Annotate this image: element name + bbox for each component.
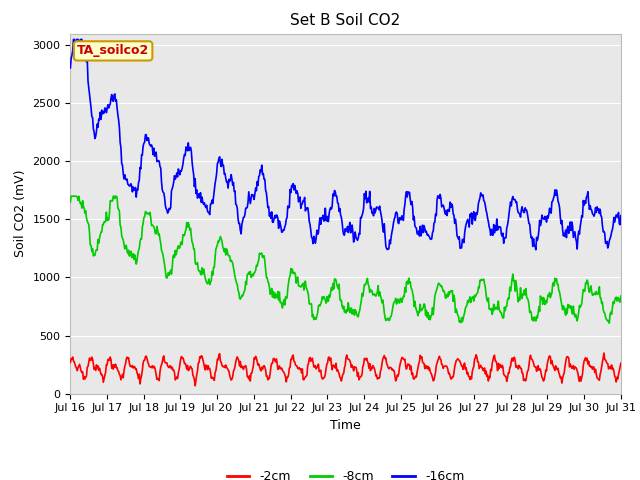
Text: TA_soilco2: TA_soilco2 [77, 44, 149, 58]
Y-axis label: Soil CO2 (mV): Soil CO2 (mV) [14, 170, 27, 257]
Title: Set B Soil CO2: Set B Soil CO2 [291, 13, 401, 28]
X-axis label: Time: Time [330, 419, 361, 432]
Legend: -2cm, -8cm, -16cm: -2cm, -8cm, -16cm [222, 465, 469, 480]
